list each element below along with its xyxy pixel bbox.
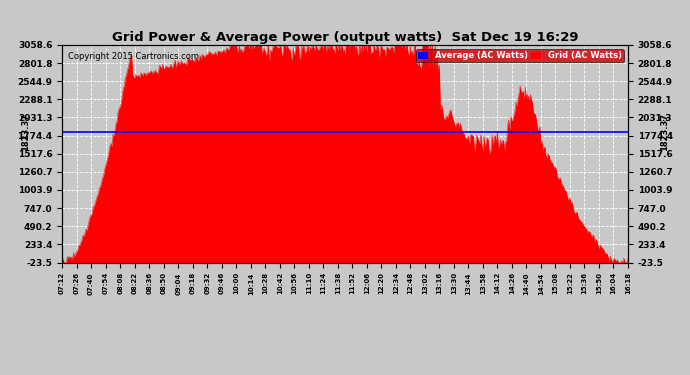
Text: 1823.37: 1823.37 [21,113,30,151]
Title: Grid Power & Average Power (output watts)  Sat Dec 19 16:29: Grid Power & Average Power (output watts… [112,31,578,44]
Legend: Average (AC Watts), Grid (AC Watts): Average (AC Watts), Grid (AC Watts) [416,49,624,62]
Text: 1823.37: 1823.37 [660,113,669,151]
Text: Copyright 2015 Cartronics.com: Copyright 2015 Cartronics.com [68,51,199,60]
